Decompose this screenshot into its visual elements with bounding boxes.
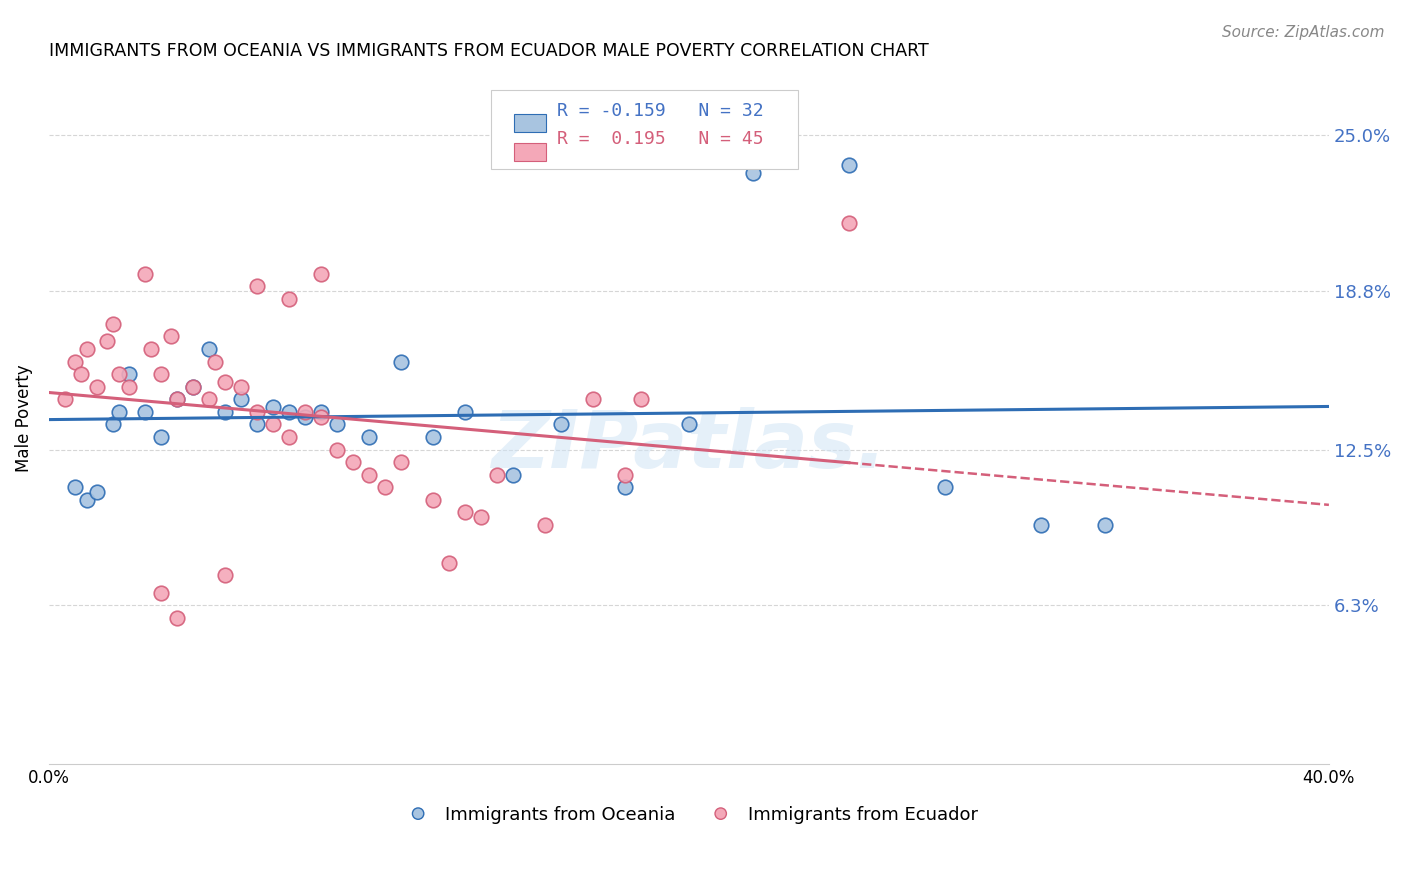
- Point: [278, 405, 301, 419]
- Text: ZIPatlas.: ZIPatlas.: [491, 407, 887, 484]
- Point: [101, 417, 124, 432]
- Point: [838, 216, 860, 230]
- Point: [934, 480, 956, 494]
- Point: [422, 430, 444, 444]
- Point: [229, 380, 252, 394]
- Point: [262, 400, 284, 414]
- Point: [742, 166, 765, 180]
- Point: [838, 158, 860, 172]
- Point: [374, 480, 396, 494]
- Point: [613, 480, 636, 494]
- Point: [76, 342, 98, 356]
- Point: [437, 556, 460, 570]
- Point: [502, 467, 524, 482]
- Point: [534, 518, 557, 533]
- Point: [181, 380, 204, 394]
- Point: [470, 510, 492, 524]
- Point: [678, 417, 700, 432]
- Point: [278, 430, 301, 444]
- Text: IMMIGRANTS FROM OCEANIA VS IMMIGRANTS FROM ECUADOR MALE POVERTY CORRELATION CHAR: IMMIGRANTS FROM OCEANIA VS IMMIGRANTS FR…: [49, 42, 929, 60]
- Point: [630, 392, 652, 407]
- Point: [63, 354, 86, 368]
- Point: [214, 405, 236, 419]
- Point: [141, 342, 163, 356]
- Text: Source: ZipAtlas.com: Source: ZipAtlas.com: [1222, 25, 1385, 40]
- FancyBboxPatch shape: [513, 114, 546, 131]
- Point: [198, 392, 221, 407]
- Point: [214, 568, 236, 582]
- Point: [422, 492, 444, 507]
- Point: [134, 267, 156, 281]
- Point: [294, 405, 316, 419]
- Point: [70, 367, 93, 381]
- Point: [389, 354, 412, 368]
- Point: [63, 480, 86, 494]
- Point: [159, 329, 181, 343]
- Point: [76, 492, 98, 507]
- Point: [1094, 518, 1116, 533]
- Point: [214, 375, 236, 389]
- Point: [342, 455, 364, 469]
- Point: [294, 409, 316, 424]
- Point: [108, 367, 131, 381]
- Point: [181, 380, 204, 394]
- Point: [550, 417, 572, 432]
- Point: [389, 455, 412, 469]
- Point: [149, 430, 172, 444]
- Point: [204, 354, 226, 368]
- Point: [278, 292, 301, 306]
- Point: [118, 380, 141, 394]
- Point: [454, 405, 477, 419]
- Point: [53, 392, 76, 407]
- Y-axis label: Male Poverty: Male Poverty: [15, 364, 32, 472]
- Point: [108, 405, 131, 419]
- Text: R = -0.159   N = 32: R = -0.159 N = 32: [557, 102, 763, 120]
- Point: [166, 392, 188, 407]
- Legend: Immigrants from Oceania, Immigrants from Ecuador: Immigrants from Oceania, Immigrants from…: [401, 806, 977, 824]
- Point: [86, 380, 108, 394]
- Point: [198, 342, 221, 356]
- Point: [326, 442, 349, 457]
- Point: [246, 405, 269, 419]
- Point: [613, 467, 636, 482]
- Point: [262, 417, 284, 432]
- Point: [96, 334, 118, 349]
- Point: [149, 367, 172, 381]
- Point: [246, 417, 269, 432]
- Point: [86, 485, 108, 500]
- Point: [149, 586, 172, 600]
- Point: [166, 392, 188, 407]
- Point: [485, 467, 508, 482]
- Point: [118, 367, 141, 381]
- Point: [357, 430, 380, 444]
- Point: [166, 611, 188, 625]
- Point: [309, 405, 332, 419]
- Point: [101, 317, 124, 331]
- Point: [357, 467, 380, 482]
- Text: R =  0.195   N = 45: R = 0.195 N = 45: [557, 129, 763, 148]
- Point: [1029, 518, 1052, 533]
- Point: [309, 409, 332, 424]
- Point: [454, 505, 477, 519]
- Point: [309, 267, 332, 281]
- Point: [134, 405, 156, 419]
- FancyBboxPatch shape: [513, 144, 546, 161]
- Point: [326, 417, 349, 432]
- Point: [229, 392, 252, 407]
- Point: [582, 392, 605, 407]
- Point: [246, 279, 269, 293]
- FancyBboxPatch shape: [491, 90, 797, 169]
